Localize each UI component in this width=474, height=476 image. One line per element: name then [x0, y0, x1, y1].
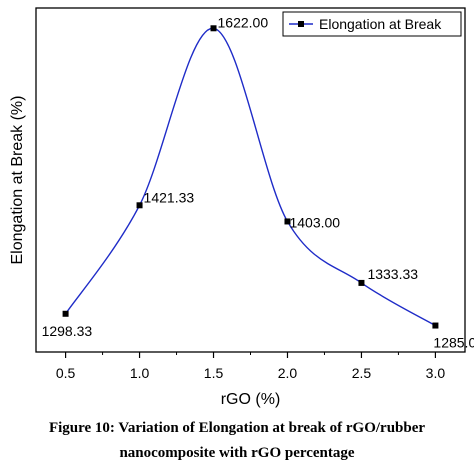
data-label: 1421.33	[144, 189, 195, 205]
x-tick-label: 2.0	[278, 365, 298, 381]
x-axis-label: rGO (%)	[221, 391, 281, 408]
data-point-marker	[62, 310, 69, 317]
legend-label: Elongation at Break	[319, 16, 442, 32]
data-point-marker	[284, 218, 291, 225]
data-point-marker	[358, 279, 365, 286]
data-point-marker	[136, 202, 143, 209]
plot-frame	[35, 7, 466, 353]
data-label: 1298.33	[42, 323, 93, 339]
x-tick-label: 1.0	[130, 365, 150, 381]
x-tick-label: 2.5	[352, 365, 372, 381]
elongation-chart: 0.5 1.0 1.5 2.0 2.5 3.0 rGO (%) Elongation at B…	[9, 7, 474, 408]
data-label: 1285.00	[433, 335, 474, 351]
x-tick-label: 0.5	[56, 365, 76, 381]
figure-caption-line-1: Figure 10: Variation of Elongation at br…	[48, 420, 426, 436]
data-point-marker	[432, 322, 439, 329]
chart-area: 0.5 1.0 1.5 2.0 2.5 3.0 rGO (%) Elongation at B…	[9, 7, 474, 408]
x-tick-label: 1.5	[204, 365, 224, 381]
data-label: 1403.00	[289, 214, 340, 230]
legend-marker-swatch	[298, 21, 304, 27]
x-tick-label: 3.0	[426, 365, 446, 381]
data-label: 1333.33	[367, 266, 418, 282]
y-axis-label: Elongation at Break (%)	[9, 96, 26, 265]
data-label: 1622.00	[218, 14, 269, 30]
figure-caption-line-2: nanocomposite with rGO percentage	[119, 445, 355, 461]
data-point-marker	[210, 25, 217, 32]
